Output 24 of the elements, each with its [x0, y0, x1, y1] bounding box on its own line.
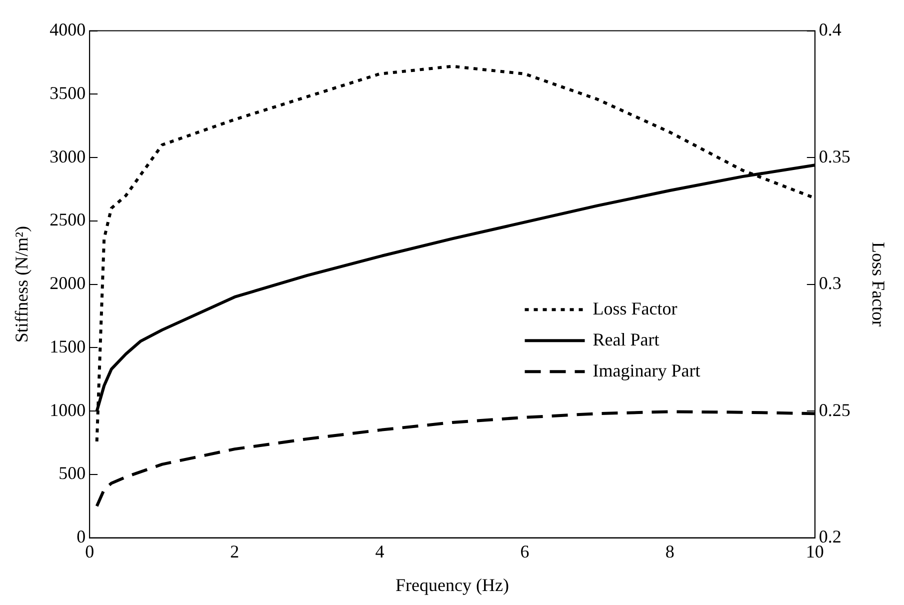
y-tick-label: 3000 — [50, 146, 86, 166]
y-tick-label: 0 — [76, 526, 86, 547]
y-tick-label: 1500 — [50, 336, 86, 356]
y-axis-title: Stiffness (N/m²) — [12, 226, 32, 343]
legend-label: Imaginary Part — [592, 360, 700, 380]
legend-label: Real Part — [592, 329, 660, 350]
y2-tick-label: 0.35 — [818, 146, 850, 166]
y-tick-label: 2000 — [50, 273, 86, 294]
x-tick-label: 6 — [520, 541, 530, 562]
x-tick-label: 8 — [665, 541, 674, 562]
y2-tick-label: 0.4 — [818, 20, 842, 40]
y2-tick-label: 0.2 — [818, 526, 842, 547]
x-tick-label: 4 — [375, 541, 384, 562]
y2-tick-label: 0.3 — [818, 273, 842, 294]
y-tick-label: 3500 — [50, 82, 86, 103]
y-tick-label: 4000 — [50, 20, 86, 40]
x-tick-label: 2 — [230, 541, 240, 562]
legend-label: Loss Factor — [592, 298, 678, 318]
y-tick-label: 500 — [58, 463, 86, 484]
y-tick-label: 2500 — [50, 210, 86, 230]
y2-axis-title: Loss Factor — [868, 242, 888, 327]
y2-tick-label: 0.25 — [818, 400, 850, 420]
y-tick-label: 1000 — [50, 400, 86, 420]
x-axis-title: Frequency (Hz) — [396, 574, 509, 595]
